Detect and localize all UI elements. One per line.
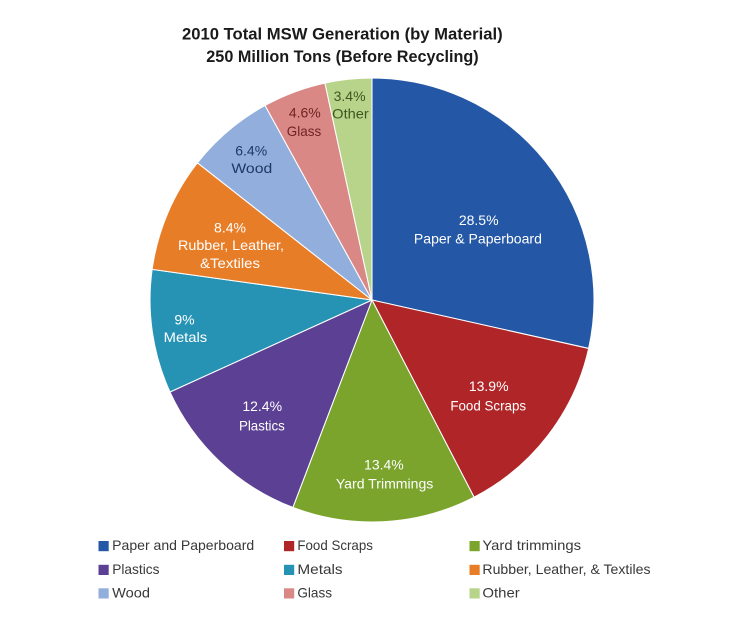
svg-text:3.4%: 3.4% [334, 88, 366, 104]
svg-text:8.4%: 8.4% [214, 220, 246, 236]
svg-text:13.4%: 13.4% [364, 456, 404, 472]
svg-text:Paper & Paperboard: Paper & Paperboard [414, 230, 542, 246]
svg-text:9%: 9% [174, 312, 194, 328]
svg-text:6.4%: 6.4% [235, 142, 267, 158]
svg-text:Wood: Wood [112, 584, 150, 600]
svg-text:28.5%: 28.5% [459, 212, 499, 228]
svg-text:Metals: Metals [297, 561, 342, 577]
svg-text:Plastics: Plastics [239, 418, 285, 434]
svg-text:Other: Other [482, 584, 520, 600]
svg-text:Other: Other [332, 106, 369, 122]
svg-text:Metals: Metals [164, 329, 208, 345]
svg-text:Food Scraps: Food Scraps [450, 397, 526, 413]
svg-text:Plastics: Plastics [112, 561, 159, 577]
svg-text:Food Scraps: Food Scraps [297, 537, 373, 553]
svg-text:2010 Total MSW Generation (by: 2010 Total MSW Generation (by Material) [182, 25, 503, 44]
svg-text:&Textiles: &Textiles [200, 255, 260, 271]
svg-text:Rubber, Leather,: Rubber, Leather, [178, 237, 284, 253]
svg-text:13.9%: 13.9% [469, 378, 509, 394]
svg-text:Glass: Glass [297, 584, 332, 600]
svg-text:4.6%: 4.6% [289, 105, 321, 121]
svg-text:Glass: Glass [287, 123, 321, 139]
svg-text:Paper and Paperboard: Paper and Paperboard [112, 537, 254, 553]
svg-text:Yard Trimmings: Yard Trimmings [336, 476, 434, 492]
svg-text:Wood: Wood [231, 160, 272, 176]
svg-text:12.4%: 12.4% [242, 398, 282, 414]
svg-text:Rubber, Leather, & Textiles: Rubber, Leather, & Textiles [482, 561, 650, 577]
svg-text:Yard trimmings: Yard trimmings [482, 537, 581, 553]
svg-text:250 Million Tons (Before Recyc: 250 Million Tons (Before Recycling) [206, 47, 478, 66]
